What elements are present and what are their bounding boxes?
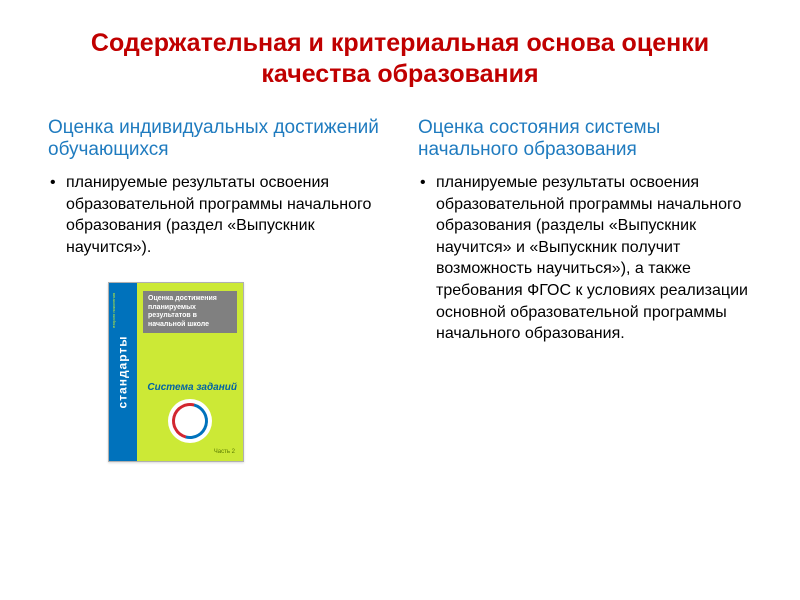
book-title-block: Оценка достижения планируемых результато… <box>143 291 237 333</box>
book-tagline: Система заданий <box>143 382 237 393</box>
book-spine: второго поколения стандарты <box>109 283 137 461</box>
book-cover: второго поколения стандарты Оценка дости… <box>108 282 244 462</box>
two-column-layout: Оценка индивидуальных достижений обучающ… <box>48 117 752 463</box>
left-column: Оценка индивидуальных достижений обучающ… <box>48 117 382 463</box>
book-logo-icon <box>168 399 212 443</box>
book-front: Оценка достижения планируемых результато… <box>137 283 243 461</box>
right-column: Оценка состояния системы начального обра… <box>418 117 752 463</box>
book-part-label: Часть 2 <box>143 449 237 455</box>
right-bullet-list: планируемые результаты освоения образова… <box>418 172 752 345</box>
spine-subtitle: второго поколения <box>112 293 116 328</box>
spine-title: стандарты <box>116 336 130 409</box>
right-heading: Оценка состояния системы начального обра… <box>418 117 752 163</box>
book-image: второго поколения стандарты Оценка дости… <box>108 282 382 462</box>
left-bullet-list: планируемые результаты освоения образова… <box>48 172 382 258</box>
right-bullet-item: планируемые результаты освоения образова… <box>436 172 752 345</box>
left-bullet-item: планируемые результаты освоения образова… <box>66 172 382 258</box>
left-heading: Оценка индивидуальных достижений обучающ… <box>48 117 382 163</box>
slide-title: Содержательная и критериальная основа оц… <box>48 28 752 91</box>
